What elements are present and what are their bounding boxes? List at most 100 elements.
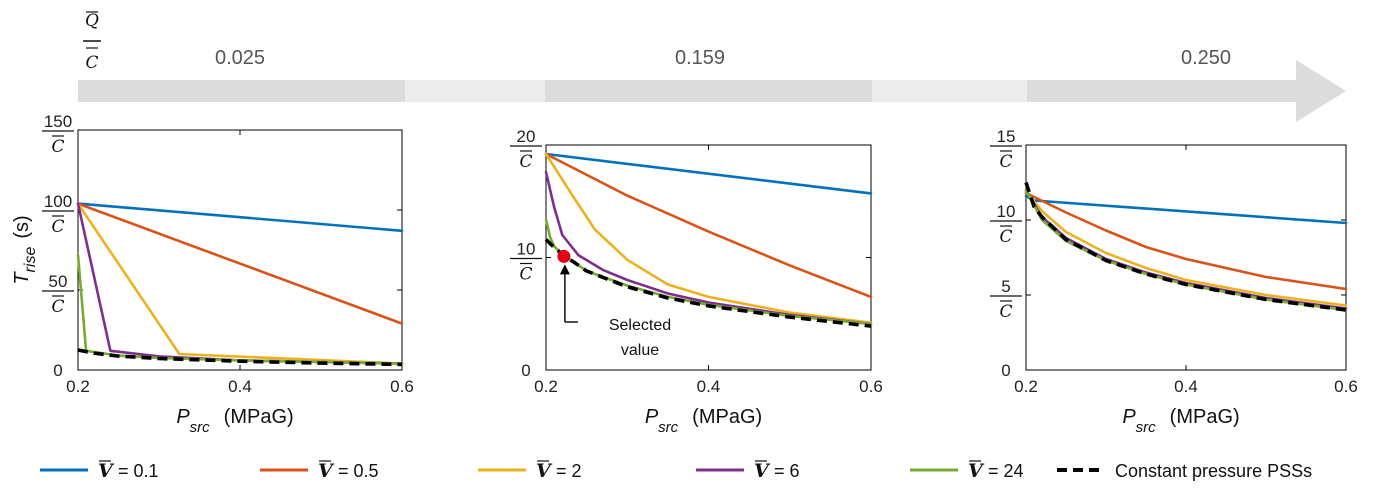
x-axis-label-unit: (MPaG) [692, 406, 762, 428]
legend-symbol: V [754, 460, 771, 482]
y-tick-label-num: 50 [49, 272, 68, 291]
y-tick-label-num: 150 [44, 112, 72, 131]
series-line-5 [544, 238, 872, 328]
x-tick-label: 0.2 [1014, 377, 1038, 396]
y-tick-label: 0 [53, 361, 62, 380]
x-tick-label: 0.4 [228, 377, 252, 396]
x-tick-label: 0.6 [1334, 377, 1358, 396]
x-tick-label: 0.4 [697, 377, 721, 396]
legend-symbol: V [968, 460, 985, 482]
series-line-5 [77, 348, 403, 367]
annotation-text: Selected [609, 317, 671, 334]
y-tick-label-den: C [51, 217, 64, 237]
series-line-3 [544, 170, 873, 326]
series-line-5 [1024, 181, 1347, 312]
selected-value-annotation: Selected value [557, 249, 671, 359]
series-line-2 [544, 152, 873, 325]
y-axis-label-main: T [11, 271, 33, 285]
legend-item-0: V = 0.1 [40, 460, 159, 482]
legend-symbol: V [318, 460, 335, 482]
y-tick-label-num: 15 [997, 127, 1016, 146]
selected-value-marker [557, 249, 571, 263]
legend-symbol: V [98, 460, 115, 482]
legend-label: = 0.5 [338, 461, 379, 481]
plot-area [77, 129, 403, 371]
x-axis-label-main: P [1122, 406, 1136, 428]
x-tick-label: 0.6 [390, 377, 414, 396]
legend-label: = 2 [556, 461, 582, 481]
chart-panel-middle: 0.2 0.4 0.6 0 10 C 20 C Selected value Psrc (MPaG) [510, 127, 883, 436]
band-segment-2 [545, 80, 872, 102]
band-gap-2 [872, 80, 1027, 102]
x-tick-label: 0.2 [534, 377, 558, 396]
scenario-arrow-band [78, 60, 1346, 122]
chart-panel-right: 0.2 0.4 0.6 0 5 C 10 C 15 C Psrc (MPaG) [990, 127, 1358, 436]
band-value-3: 0.250 [1181, 47, 1231, 69]
series-line-2 [1024, 190, 1348, 307]
band-header-num: Q [85, 11, 99, 31]
legend-item-4: V = 24 [910, 460, 1024, 482]
x-axis-label-main: P [176, 406, 190, 428]
y-tick-label-num: 20 [517, 127, 536, 146]
legend-symbol: V [536, 460, 553, 482]
band-gap-1 [405, 80, 545, 102]
y-tick-label: 0 [1001, 361, 1010, 380]
band-header: Q C [83, 11, 101, 73]
chart-panel-left: 0.2 0.4 0.6 0 50 C 100 C 150 C Psrc (MPaG) Trise (s) [11, 112, 414, 436]
series-line-1 [76, 202, 404, 325]
x-axis-label: Psrc (MPaG) [1122, 406, 1239, 436]
y-tick-label-num: 10 [997, 202, 1016, 221]
y-tick-label-den: C [519, 265, 532, 285]
series-line-1 [544, 152, 873, 299]
band-segment-1 [78, 80, 405, 102]
series-line-4 [76, 253, 404, 365]
y-tick-label-den: C [519, 152, 532, 172]
legend-label: = 0.1 [118, 461, 159, 481]
x-axis-label: Psrc (MPaG) [176, 406, 293, 436]
y-tick-label-den: C [999, 152, 1012, 172]
series-line-2 [76, 202, 404, 365]
band-value-2: 0.159 [675, 47, 725, 69]
x-axis-label: Psrc (MPaG) [645, 406, 762, 436]
legend-label: = 6 [774, 461, 800, 481]
series-line-0 [544, 152, 873, 195]
annotation-text: value [621, 342, 659, 359]
band-segment-3 [1027, 80, 1297, 102]
legend-item-5: Constant pressure PSSs [1057, 461, 1312, 481]
x-axis-label-unit: (MPaG) [224, 406, 294, 428]
legend-item-2: V = 2 [478, 460, 582, 482]
arrow-up-icon [559, 264, 570, 275]
x-tick-label: 0.4 [1174, 377, 1198, 396]
y-tick-label-num: 10 [517, 240, 536, 259]
y-tick-label-den: C [999, 302, 1012, 322]
y-tick-label-num: 100 [44, 192, 72, 211]
x-tick-label: 0.2 [66, 377, 90, 396]
y-tick-label: 0 [521, 361, 530, 380]
y-tick-label-den: C [51, 137, 64, 157]
legend-item-3: V = 6 [696, 460, 800, 482]
x-axis-label-sub: src [658, 419, 678, 436]
x-axis-label-sub: src [1136, 419, 1156, 436]
y-tick-label-den: C [51, 297, 64, 317]
series-line-1 [1024, 191, 1348, 291]
legend-label: = 24 [988, 461, 1024, 481]
y-axis-label: Trise (s) [11, 215, 39, 284]
band-value-1: 0.025 [215, 47, 265, 69]
y-axis-label-sub: rise [22, 247, 39, 273]
legend-item-1: V = 0.5 [260, 460, 379, 482]
arrow-head-icon [1296, 60, 1346, 122]
legend: V = 0.1 V = 0.5 V = 2 V = 6 V = 24 Constant pressu… [40, 460, 1312, 482]
band-header-den: C [85, 53, 98, 73]
y-tick-label-num: 5 [1001, 277, 1010, 296]
y-tick-label-den: C [999, 227, 1012, 247]
x-tick-label: 0.6 [859, 377, 883, 396]
series-line-0 [76, 202, 404, 233]
x-axis-label-main: P [645, 406, 659, 428]
y-axis-label-unit: (s) [11, 215, 33, 238]
legend-label: Constant pressure PSSs [1115, 461, 1312, 481]
x-axis-label-unit: (MPaG) [1170, 406, 1240, 428]
x-axis-label-sub: src [190, 419, 210, 436]
plot-area [1025, 144, 1347, 371]
